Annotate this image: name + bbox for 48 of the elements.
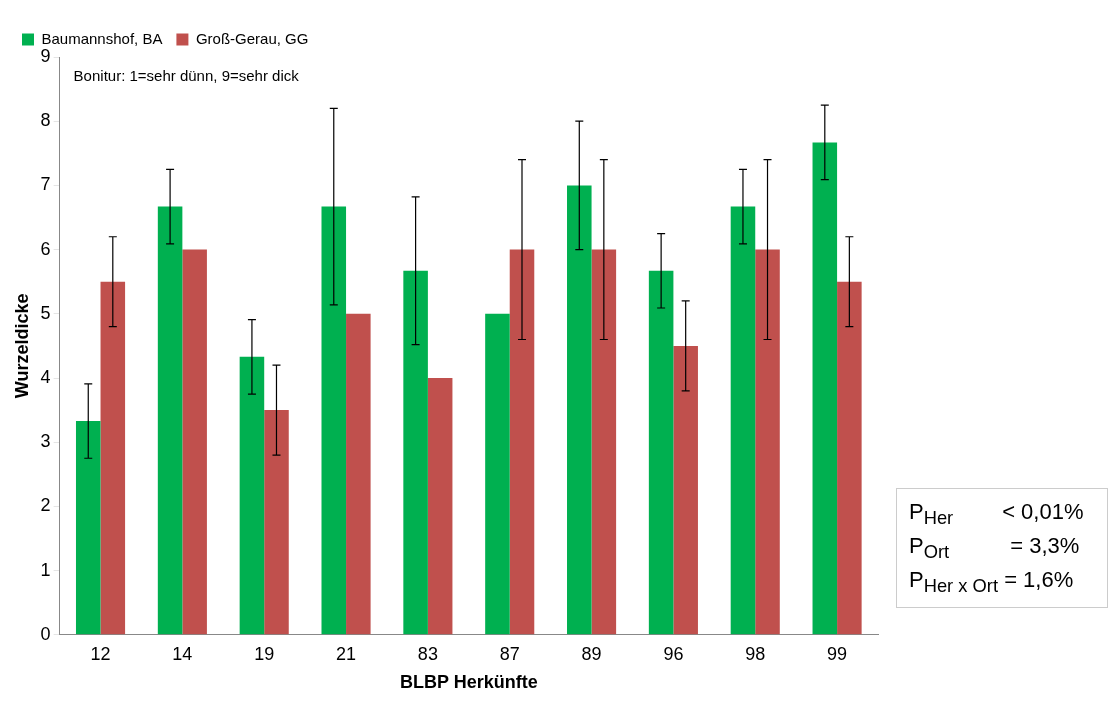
bar <box>182 249 207 635</box>
y-tick-label: 5 <box>40 302 51 323</box>
bar <box>812 142 838 635</box>
y-tick-label: 6 <box>40 238 51 259</box>
annotation: Bonitur: 1=sehr dünn, 9=sehr dick <box>73 66 300 84</box>
legend-label: Baumannshof, BA <box>41 29 163 47</box>
bar <box>403 270 428 635</box>
text: P$_{Ort}$ = 3,3% <box>909 532 1080 563</box>
bar <box>321 206 347 635</box>
x-tick-label: 87 <box>499 643 520 664</box>
bar <box>509 249 535 635</box>
text: P$_{Her x Ort}$ = 1,6% <box>909 565 1075 599</box>
y-tick-label: 4 <box>40 366 51 387</box>
bar <box>346 313 371 635</box>
legend-label: Groß-Gerau, GG <box>195 29 309 47</box>
bar <box>157 206 183 635</box>
y-tick-label: 2 <box>40 495 51 516</box>
bar <box>755 249 780 635</box>
bar <box>673 345 698 635</box>
x-axis-title: BLBP Herkünfte <box>399 672 538 693</box>
x-tick-label: 12 <box>90 643 111 664</box>
bar <box>485 313 510 635</box>
x-tick-label: 19 <box>254 643 275 664</box>
y-tick-label: 9 <box>40 45 51 66</box>
y-tick-label: 3 <box>40 431 51 452</box>
bar <box>239 356 265 635</box>
y-tick-label: 1 <box>40 559 51 580</box>
y-tick-label: 8 <box>40 110 51 131</box>
bar <box>648 270 674 635</box>
bar <box>75 421 101 635</box>
bar <box>567 185 592 635</box>
x-tick-label: 21 <box>336 643 357 664</box>
text: P$_{Her}$ < 0,01% <box>909 498 1084 529</box>
y-tick-label: 7 <box>40 174 51 195</box>
x-tick-label: 99 <box>827 643 848 664</box>
x-tick-label: 96 <box>663 643 684 664</box>
bar <box>837 281 862 635</box>
y-tick-label: 0 <box>40 623 51 644</box>
bar <box>427 378 453 635</box>
bar <box>730 206 756 635</box>
bar <box>100 281 126 635</box>
bar <box>264 410 289 635</box>
bar <box>591 249 617 635</box>
x-tick-label: 83 <box>417 643 438 664</box>
x-tick-label: 98 <box>745 643 766 664</box>
x-tick-label: 89 <box>581 643 602 664</box>
x-tick-label: 14 <box>172 643 193 664</box>
y-axis-title: Wurzeldicke <box>11 293 32 399</box>
